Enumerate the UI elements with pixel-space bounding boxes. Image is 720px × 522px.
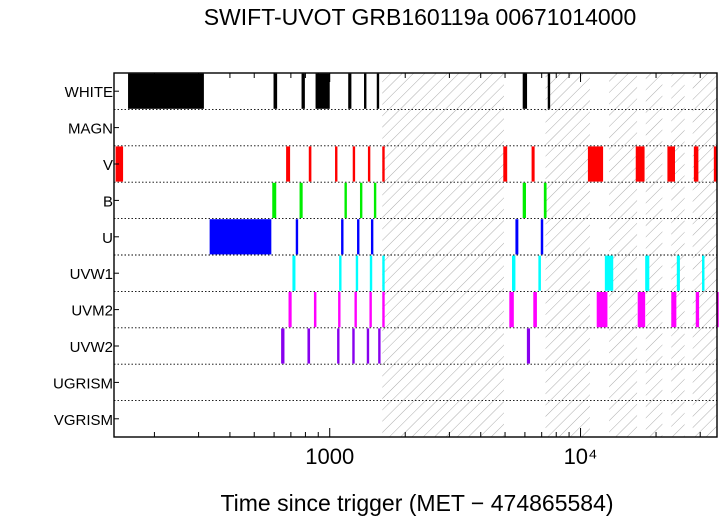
exposure-white-6 <box>376 73 380 109</box>
exposure-v-1 <box>286 146 291 182</box>
exposure-uvm2-3 <box>354 292 357 328</box>
exposure-u-3 <box>357 219 360 255</box>
exposure-v-8 <box>531 146 535 182</box>
exposure-b-1 <box>299 182 303 218</box>
plot-frame <box>113 72 718 438</box>
exposure-white-7 <box>522 73 528 109</box>
x-axis-ticks: 1000 10⁴ <box>153 73 701 469</box>
row-label-uvw1: UVW1 <box>70 266 113 283</box>
exposure-v-6 <box>382 146 385 182</box>
exposure-uvw2-5 <box>378 328 381 364</box>
exposure-uvw2-2 <box>337 328 340 364</box>
exposure-uvm2-11 <box>695 292 700 328</box>
exposure-v-5 <box>367 146 371 182</box>
exposure-u-6 <box>540 219 544 255</box>
exposure-v-4 <box>352 146 356 182</box>
exposure-u-5 <box>515 219 519 255</box>
row-labels: WHITE MAGN V B U UVW1 UVM2 UVW2 UGRISM VGRISM <box>53 84 119 429</box>
exposure-white-3 <box>315 73 330 109</box>
x-tick-label: 10⁴ <box>564 444 598 469</box>
exposure-v-2 <box>308 146 312 182</box>
row-label-u: U <box>102 230 113 247</box>
exposure-uvm2-8 <box>596 292 608 328</box>
exposure-b-5 <box>522 182 526 218</box>
row-label-uvm2: UVM2 <box>71 303 113 320</box>
exposure-v-10 <box>635 146 645 182</box>
row-label-v: V <box>103 157 113 174</box>
exposure-v-13 <box>713 146 717 182</box>
exposure-uvw1-1 <box>339 255 342 291</box>
chart-title: SWIFT-UVOT GRB160119a 00671014000 <box>203 4 637 30</box>
exposure-white-1 <box>273 73 278 109</box>
plot-area <box>114 73 719 437</box>
x-axis-label: Time since trigger (MET − 474865584) <box>220 490 614 516</box>
exposure-u-0 <box>209 219 272 255</box>
row-label-ugrism: UGRISM <box>53 375 113 392</box>
exposure-uvw2-0 <box>281 328 285 364</box>
exposure-white-5 <box>364 73 367 109</box>
exposure-uvm2-2 <box>338 292 341 328</box>
exposure-uvw1-2 <box>355 255 359 291</box>
exposure-uvm2-7 <box>533 292 537 328</box>
exposure-v-9 <box>587 146 604 182</box>
row-label-uvw2: UVW2 <box>70 339 113 356</box>
exposure-white-2 <box>301 73 305 109</box>
exposure-v-12 <box>693 146 699 182</box>
exposure-uvm2-6 <box>509 292 514 328</box>
exposure-uvw2-6 <box>526 328 531 364</box>
exposure-v-11 <box>667 146 675 182</box>
exposure-v-3 <box>335 146 338 182</box>
exposure-uvm2-5 <box>382 292 385 328</box>
exposure-uvw2-3 <box>352 328 355 364</box>
exposure-v-7 <box>503 146 508 182</box>
exposure-v-0 <box>115 146 124 182</box>
exposure-uvw1-3 <box>369 255 373 291</box>
exposure-b-3 <box>359 182 363 218</box>
exposure-uvw1-5 <box>512 255 516 291</box>
exposure-uvm2-4 <box>369 292 372 328</box>
exposure-uvw2-4 <box>366 328 370 364</box>
exposure-b-0 <box>272 182 277 218</box>
exposure-uvm2-1 <box>313 292 317 328</box>
exposure-white-4 <box>348 73 352 109</box>
row-label-b: B <box>103 193 113 210</box>
exposure-uvw1-9 <box>676 255 680 291</box>
exposure-uvw1-0 <box>292 255 296 291</box>
exposure-uvw1-7 <box>604 255 614 291</box>
exposure-u-2 <box>341 219 344 255</box>
exposure-uvm2-0 <box>288 292 292 328</box>
exposure-u-1 <box>295 219 299 255</box>
exposure-uvw1-6 <box>538 255 541 291</box>
row-label-magn: MAGN <box>68 121 113 138</box>
exposure-white-0 <box>128 73 204 109</box>
exposure-white-8 <box>547 73 551 109</box>
exposure-u-4 <box>370 219 374 255</box>
exposure-b-2 <box>344 182 347 218</box>
exposure-uvw2-1 <box>307 328 311 364</box>
x-tick-label: 1000 <box>305 444 354 469</box>
exposure-b-6 <box>543 182 547 218</box>
exposure-uvw1-8 <box>645 255 650 291</box>
row-label-white: WHITE <box>65 84 113 101</box>
exposure-uvw1-10 <box>702 255 705 291</box>
exposure-uvm2-10 <box>671 292 677 328</box>
exposure-uvw1-4 <box>382 255 385 291</box>
row-label-vgrism: VGRISM <box>54 412 113 429</box>
exposure-uvm2-9 <box>637 292 646 328</box>
exposure-b-4 <box>373 182 377 218</box>
